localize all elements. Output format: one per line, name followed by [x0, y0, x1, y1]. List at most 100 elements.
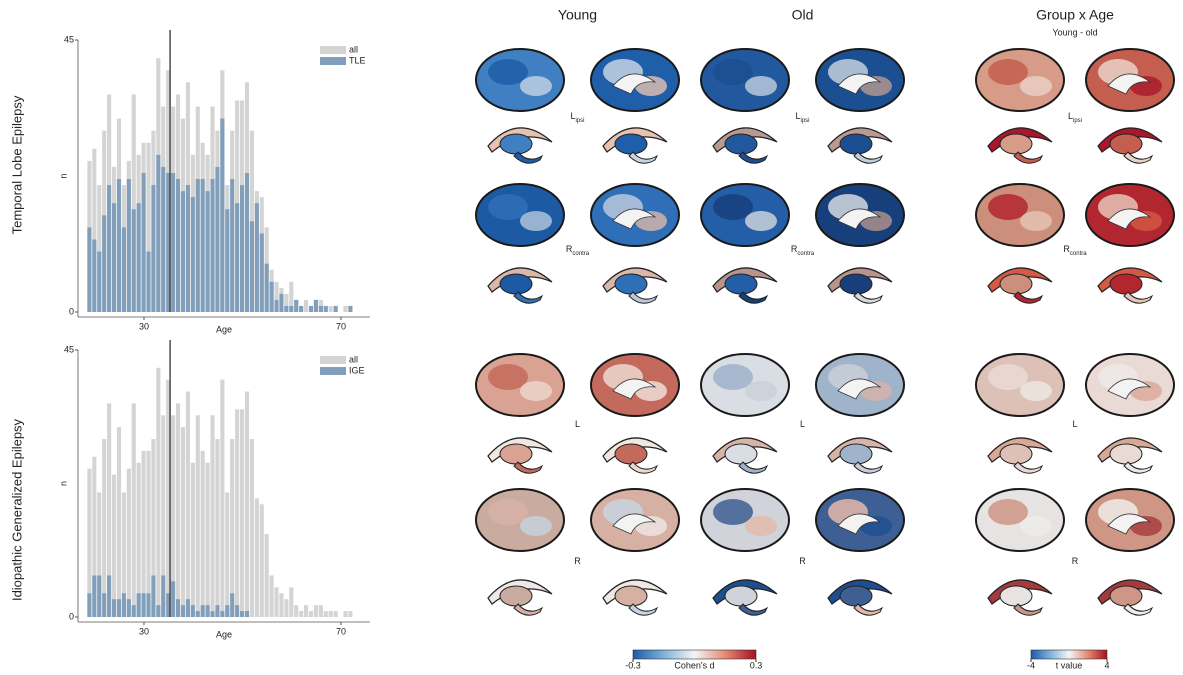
bar [132, 209, 136, 312]
bar [220, 119, 224, 312]
bar [245, 173, 249, 312]
hemisphere-sub: contra [572, 251, 589, 257]
row-label: Idiopathic Generalized Epilepsy [9, 418, 24, 601]
subcortex [988, 128, 1052, 163]
bar [206, 605, 210, 617]
subcortex [488, 268, 552, 303]
hemisphere-label: Rcontra [791, 244, 815, 256]
bar [156, 368, 160, 617]
hemisphere-label: L [1072, 419, 1077, 429]
subcortex-tail [1014, 604, 1042, 615]
x-tick-label: 30 [139, 626, 149, 636]
brain-surface [701, 489, 789, 551]
cortex-patch [713, 364, 753, 390]
bar [260, 233, 264, 312]
bar [334, 306, 338, 312]
cortex-patch [1020, 76, 1052, 96]
brain-surface [591, 489, 679, 551]
cortex-patch [988, 364, 1028, 390]
bar [245, 611, 249, 617]
bar [279, 593, 283, 617]
subcortex-tail [854, 462, 882, 473]
bar [265, 264, 269, 312]
subcortex [488, 580, 552, 615]
brain-surface [591, 184, 679, 246]
brain-surface [476, 489, 564, 551]
row-label: Temporal Lobe Epilepsy [9, 95, 24, 234]
cortex-patch [1020, 516, 1052, 536]
subcortex [603, 268, 667, 303]
subcortex [713, 268, 777, 303]
bar [265, 534, 269, 617]
cortex-patch [488, 194, 528, 220]
hemisphere-main: L [575, 419, 580, 429]
hemisphere-main: L [1072, 419, 1077, 429]
subcortex [488, 438, 552, 473]
hemisphere-main: R [799, 556, 806, 566]
subcortex [988, 268, 1052, 303]
bar [196, 611, 200, 617]
subcortex-blob [500, 444, 532, 464]
bar [117, 599, 121, 617]
hemisphere-sub: ipsi [576, 118, 585, 124]
brain-surface [476, 184, 564, 246]
bar [107, 185, 111, 312]
bar [196, 179, 200, 312]
colorbar-tick-label: 4 [1104, 660, 1109, 670]
brain-surface [591, 49, 679, 111]
brain-surface [701, 49, 789, 111]
bar [87, 593, 91, 617]
bar [240, 185, 244, 312]
bar [314, 300, 318, 312]
bar [324, 306, 328, 312]
bar [92, 575, 96, 617]
hemisphere-label: Rcontra [1063, 244, 1087, 256]
bar [137, 203, 141, 312]
subcortex-blob [1110, 444, 1142, 464]
brain-surface [976, 49, 1064, 111]
brain-surface [1086, 49, 1174, 111]
hemisphere-label: R [574, 556, 581, 566]
column-title: Old [792, 7, 814, 23]
legend-swatch [320, 367, 346, 375]
bar [146, 252, 150, 312]
bar [112, 475, 116, 617]
y-axis-label: n [58, 481, 68, 486]
hemisphere-label: Rcontra [566, 244, 590, 256]
bar [92, 239, 96, 312]
bar [274, 300, 278, 312]
cortex-patch [745, 381, 777, 401]
hemisphere-main: R [574, 556, 581, 566]
subcortex [828, 128, 892, 163]
bar [196, 415, 200, 617]
y-tick-label: 45 [64, 344, 74, 354]
x-tick-label: 70 [336, 626, 346, 636]
subcortex-blob [840, 274, 872, 294]
bar [107, 575, 111, 617]
subcortex-tail [629, 604, 657, 615]
cortex-patch [520, 76, 552, 96]
bar [279, 294, 283, 312]
cortex-patch [745, 516, 777, 536]
bar [112, 599, 116, 617]
bar [225, 605, 229, 617]
subcortex-blob [725, 444, 757, 464]
bar [299, 611, 303, 617]
subcortex-blob [1000, 274, 1032, 294]
cortex-patch [745, 211, 777, 231]
hemisphere-sub: ipsi [801, 118, 810, 124]
subcortex-tail [854, 604, 882, 615]
cortex-patch [988, 194, 1028, 220]
bar [117, 427, 121, 617]
bar [240, 611, 244, 617]
bar [215, 167, 219, 312]
subcortex-tail [1014, 292, 1042, 303]
bar [142, 593, 146, 617]
bar [210, 611, 214, 617]
brain-surface [1086, 489, 1174, 551]
hemisphere-main: R [1072, 556, 1079, 566]
bar [230, 439, 234, 617]
bar [87, 227, 91, 312]
subcortex-tail [739, 604, 767, 615]
bar [181, 605, 185, 617]
